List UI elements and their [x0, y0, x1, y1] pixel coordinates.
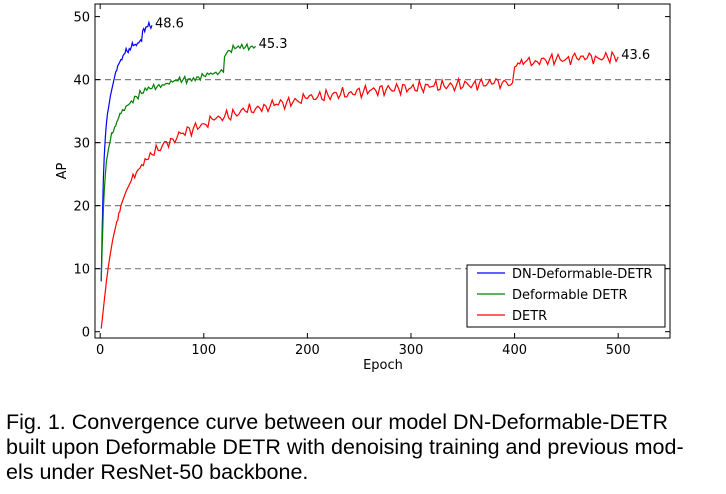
legend-label: Deformable DETR: [512, 288, 627, 303]
end-labels: 48.6 45.3 43.6: [155, 16, 650, 63]
x-tick-label: 300: [399, 343, 424, 358]
end-value-label: 43.6: [621, 48, 650, 63]
y-tick-label: 10: [73, 263, 90, 278]
x-tick-label: 500: [606, 343, 631, 358]
legend: DN-Deformable-DETR Deformable DETR DETR: [466, 264, 666, 328]
y-tick-label: 20: [73, 200, 90, 215]
legend-label: DN-Deformable-DETR: [512, 267, 652, 282]
figure-caption: Fig. 1. Convergence curve between our mo…: [6, 410, 722, 485]
y-tick-label: 40: [73, 74, 90, 89]
end-value-label: 45.3: [259, 37, 288, 52]
legend-label: DETR: [512, 309, 547, 324]
convergence-chart: 0 100 200 300 400 500 0 10 20 30 40 50 48.6 45.3 43.6…: [55, 3, 671, 373]
caption-line: built upon Deformable DETR with denoisin…: [6, 435, 684, 459]
series-line-2: [100, 50, 619, 329]
grid-lines: [95, 79, 670, 270]
caption-line: Fig. 1. Convergence curve between our mo…: [6, 410, 668, 434]
x-axis-label: Epoch: [363, 358, 403, 373]
legend-box: [466, 264, 666, 328]
y-tick-label: 0: [82, 326, 90, 341]
x-tick-label: 0: [96, 343, 104, 358]
series-lines: [100, 20, 619, 329]
y-tick-label: 30: [73, 137, 90, 152]
series-line-0: [100, 20, 153, 282]
end-value-label: 48.6: [155, 16, 184, 31]
x-tick-label: 400: [502, 343, 527, 358]
y-tick-label: 50: [73, 11, 90, 26]
series-line-1: [100, 42, 257, 282]
y-axis-label: AP: [55, 162, 70, 179]
plot-frame: [94, 3, 671, 339]
axis-ticks: 0 100 200 300 400 500 0 10 20 30 40 50: [73, 4, 670, 358]
caption-line: els under ResNet-50 backbone.: [6, 460, 309, 484]
x-tick-label: 100: [191, 343, 216, 358]
x-tick-label: 200: [295, 343, 320, 358]
